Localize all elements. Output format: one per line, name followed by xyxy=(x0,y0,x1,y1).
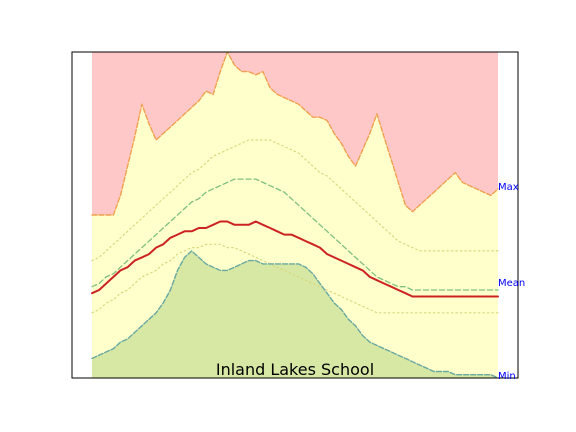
area-below-min xyxy=(92,250,498,378)
line-mean xyxy=(91,220,499,298)
area-max-min-band xyxy=(92,52,498,378)
line-max xyxy=(91,52,499,216)
area-above-max xyxy=(92,52,498,215)
label-mean: Mean xyxy=(498,278,525,289)
plot-area xyxy=(91,52,499,378)
line-upper-avg xyxy=(91,178,499,291)
plot-frame xyxy=(71,51,519,379)
line-upper-std xyxy=(91,139,499,262)
line-lower-std xyxy=(91,243,499,314)
chart-title: Inland Lakes School xyxy=(216,360,374,379)
label-max: Max xyxy=(498,182,519,193)
label-min: Min xyxy=(498,371,516,382)
line-min xyxy=(91,250,499,378)
